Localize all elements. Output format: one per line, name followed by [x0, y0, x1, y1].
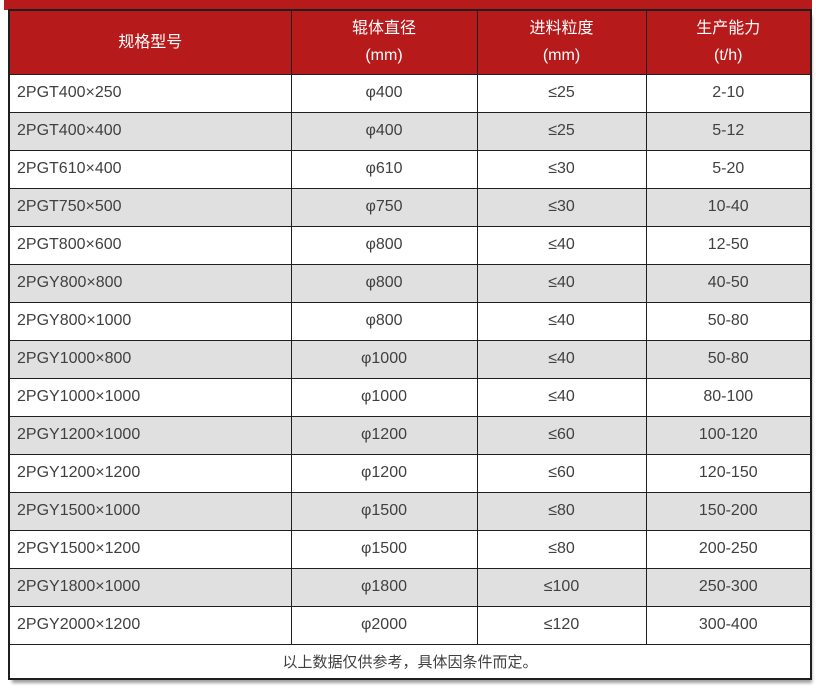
feed-size-cell: ≤80 [476, 491, 647, 531]
table-row: 2PGY2000×1200 φ2000 ≤120 300-400 [8, 605, 812, 645]
model-cell: 2PGY1000×800 [8, 339, 292, 379]
header-row: 规格型号 辊体直径 (mm) 进料粒度 (mm) 生产能力 (t/h) [8, 9, 812, 75]
feed-size-cell: ≤40 [476, 225, 647, 265]
roller-diameter-cell: φ400 [290, 111, 478, 151]
feed-size-cell: ≤100 [476, 567, 647, 607]
capacity-cell: 250-300 [645, 567, 812, 607]
capacity-cell: 100-120 [645, 415, 812, 455]
model-cell: 2PGY1800×1000 [8, 567, 292, 607]
table-row: 2PGT750×500 φ750 ≤30 10-40 [8, 187, 812, 227]
column-header-feed-size: 进料粒度 (mm) [476, 9, 647, 75]
capacity-cell: 150-200 [645, 491, 812, 531]
feed-size-cell: ≤25 [476, 73, 647, 113]
roller-diameter-cell: φ1000 [290, 339, 478, 379]
table-row: 2PGT610×400 φ610 ≤30 5-20 [8, 149, 812, 189]
feed-size-cell: ≤30 [476, 149, 647, 189]
roller-diameter-cell: φ1500 [290, 529, 478, 569]
feed-size-cell: ≤25 [476, 111, 647, 151]
column-header-model: 规格型号 [8, 9, 292, 75]
spec-table: 规格型号 辊体直径 (mm) 进料粒度 (mm) 生产能力 (t/h) 2PGT400… [8, 9, 812, 680]
column-title: 生产能力 [696, 20, 761, 38]
column-unit: (mm) [365, 47, 403, 65]
table-row: 2PGY1000×800 φ1000 ≤40 50-80 [8, 339, 812, 379]
spec-table-body: 2PGT400×250 φ400 ≤25 2-10 2PGT400×400 φ400 ≤25… [8, 73, 812, 645]
feed-size-cell: ≤60 [476, 415, 647, 455]
capacity-cell: 300-400 [645, 605, 812, 645]
capacity-cell: 50-80 [645, 339, 812, 379]
column-title: 进料粒度 [529, 20, 594, 38]
table-row: 2PGY1200×1200 φ1200 ≤60 120-150 [8, 453, 812, 493]
feed-size-cell: ≤80 [476, 529, 647, 569]
capacity-cell: 2-10 [645, 73, 812, 113]
roller-diameter-cell: φ400 [290, 73, 478, 113]
roller-diameter-cell: φ1800 [290, 567, 478, 607]
capacity-cell: 200-250 [645, 529, 812, 569]
feed-size-cell: ≤40 [476, 263, 647, 303]
column-header-roller-diameter: 辊体直径 (mm) [290, 9, 478, 75]
feed-size-cell: ≤40 [476, 377, 647, 417]
model-cell: 2PGY1500×1200 [8, 529, 292, 569]
header-accent-bar [4, 0, 812, 10]
table-row: 2PGY800×1000 φ800 ≤40 50-80 [8, 301, 812, 341]
column-unit: (t/h) [714, 47, 743, 65]
roller-diameter-cell: φ800 [290, 301, 478, 341]
model-cell: 2PGY800×1000 [8, 301, 292, 341]
model-cell: 2PGT400×400 [8, 111, 292, 151]
roller-diameter-cell: φ800 [290, 225, 478, 265]
feed-size-cell: ≤40 [476, 339, 647, 379]
model-cell: 2PGY1200×1000 [8, 415, 292, 455]
roller-diameter-cell: φ1500 [290, 491, 478, 531]
table-row: 2PGY1200×1000 φ1200 ≤60 100-120 [8, 415, 812, 455]
model-cell: 2PGY800×800 [8, 263, 292, 303]
capacity-cell: 12-50 [645, 225, 812, 265]
capacity-cell: 50-80 [645, 301, 812, 341]
roller-diameter-cell: φ1200 [290, 453, 478, 493]
roller-diameter-cell: φ1000 [290, 377, 478, 417]
table-row: 2PGT800×600 φ800 ≤40 12-50 [8, 225, 812, 265]
table-row: 2PGT400×400 φ400 ≤25 5-12 [8, 111, 812, 151]
roller-diameter-cell: φ2000 [290, 605, 478, 645]
feed-size-cell: ≤40 [476, 301, 647, 341]
column-unit: (mm) [542, 47, 581, 65]
table-row: 2PGY1500×1200 φ1500 ≤80 200-250 [8, 529, 812, 569]
roller-diameter-cell: φ800 [290, 263, 478, 303]
table-row: 2PGT400×250 φ400 ≤25 2-10 [8, 73, 812, 113]
model-cell: 2PGT610×400 [8, 149, 292, 189]
capacity-cell: 10-40 [645, 187, 812, 227]
feed-size-cell: ≤30 [476, 187, 647, 227]
table-footnote: 以上数据仅供参考，具体因条件而定。 [8, 643, 812, 680]
roller-diameter-cell: φ750 [290, 187, 478, 227]
table-row: 2PGY1000×1000 φ1000 ≤40 80-100 [8, 377, 812, 417]
table-row: 2PGY1800×1000 φ1800 ≤100 250-300 [8, 567, 812, 607]
roller-diameter-cell: φ1200 [290, 415, 478, 455]
spec-table-footer: 以上数据仅供参考，具体因条件而定。 [8, 643, 812, 680]
model-cell: 2PGY1000×1000 [8, 377, 292, 417]
column-header-capacity: 生产能力 (t/h) [645, 9, 812, 75]
capacity-cell: 5-12 [645, 111, 812, 151]
spec-table-header: 规格型号 辊体直径 (mm) 进料粒度 (mm) 生产能力 (t/h) [8, 9, 812, 75]
model-cell: 2PGT750×500 [8, 187, 292, 227]
footnote-row: 以上数据仅供参考，具体因条件而定。 [8, 643, 812, 680]
capacity-cell: 5-20 [645, 149, 812, 189]
model-cell: 2PGY1500×1000 [8, 491, 292, 531]
feed-size-cell: ≤120 [476, 605, 647, 645]
feed-size-cell: ≤60 [476, 453, 647, 493]
model-cell: 2PGY2000×1200 [8, 605, 292, 645]
model-cell: 2PGT400×250 [8, 73, 292, 113]
model-cell: 2PGY1200×1200 [8, 453, 292, 493]
capacity-cell: 120-150 [645, 453, 812, 493]
capacity-cell: 80-100 [645, 377, 812, 417]
capacity-cell: 40-50 [645, 263, 812, 303]
table-row: 2PGY800×800 φ800 ≤40 40-50 [8, 263, 812, 303]
column-title: 规格型号 [118, 33, 183, 51]
model-cell: 2PGT800×600 [8, 225, 292, 265]
roller-diameter-cell: φ610 [290, 149, 478, 189]
column-title: 辊体直径 [351, 20, 416, 38]
table-row: 2PGY1500×1000 φ1500 ≤80 150-200 [8, 491, 812, 531]
